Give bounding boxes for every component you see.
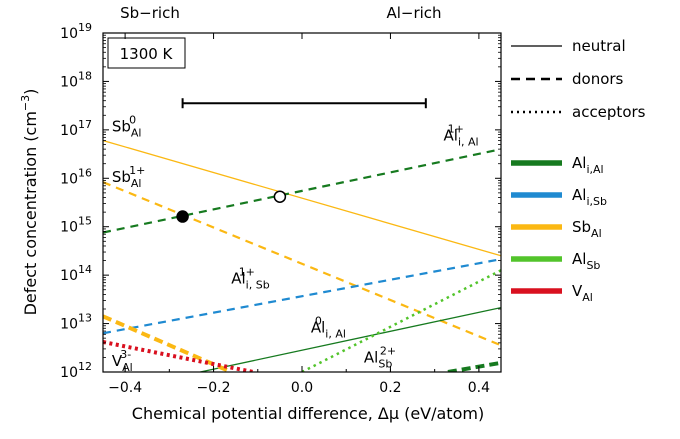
series-label-sub: i, Al xyxy=(325,327,346,340)
series-label-base: Al xyxy=(444,127,458,145)
series-label-sup: 3- xyxy=(120,348,131,361)
y-tick-label: 1017 xyxy=(60,118,92,139)
series-label-sub: Al xyxy=(131,177,142,190)
series-line-5 xyxy=(301,269,501,372)
top-label-sb-rich: Sb−rich xyxy=(120,4,180,22)
series-label-sub: Al xyxy=(131,126,142,139)
filled-marker xyxy=(176,210,189,223)
series-label-base: Sb xyxy=(112,117,131,135)
legend-defect-sub: i,Sb xyxy=(586,195,607,208)
series-label-base: Sb xyxy=(112,168,131,186)
y-tick-base: 10 xyxy=(60,74,78,90)
legend-defect-label-2: SbAl xyxy=(572,218,602,240)
legend-defect-sub: i,Al xyxy=(586,163,603,176)
legend-defect-base: Al xyxy=(572,154,586,172)
series-label-sub: Sb xyxy=(378,357,392,370)
series-label-base: Al xyxy=(231,269,245,287)
legend: neutraldonorsacceptorsAli,AlAli,SbSbAlAl… xyxy=(511,37,646,304)
series-label-sup: 0 xyxy=(129,113,136,126)
series-line-7 xyxy=(103,314,233,372)
series-line-4 xyxy=(200,306,501,372)
series-label-6: VAl3- xyxy=(112,348,133,374)
x-tick-label: 0.2 xyxy=(379,380,401,396)
series-line-3 xyxy=(103,258,501,335)
legend-defect-label-1: Ali,Sb xyxy=(572,186,607,208)
y-tick-base: 10 xyxy=(60,123,78,139)
x-tick-label: −0.4 xyxy=(108,380,142,396)
y-tick-base: 10 xyxy=(60,317,78,333)
series-label-sup: 1+ xyxy=(448,123,464,136)
y-tick-base: 10 xyxy=(60,171,78,187)
temperature-box xyxy=(107,37,186,69)
x-tick-label: 0.4 xyxy=(468,380,490,396)
legend-defect-base: Sb xyxy=(572,218,591,236)
y-tick-exponent: 19 xyxy=(78,21,92,34)
legend-defect-label-3: AlSb xyxy=(572,250,600,272)
legend-style-label-donors: donors xyxy=(572,70,624,88)
y-tick-exponent: 17 xyxy=(78,118,92,131)
series-line-2 xyxy=(103,148,501,234)
y-tick-base: 10 xyxy=(60,268,78,284)
legend-style-label-acceptors: acceptors xyxy=(572,103,646,121)
series-label-sup: 1+ xyxy=(129,164,145,177)
series-label-0: SbAl0 xyxy=(112,113,142,139)
y-tick-exponent: 16 xyxy=(78,166,92,179)
legend-style-label-neutral: neutral xyxy=(572,37,626,55)
series-label-4: Ali, Al0 xyxy=(311,314,346,340)
y-axis-title-close: ) xyxy=(21,89,40,95)
y-tick-exponent: 18 xyxy=(78,69,92,82)
y-tick-label: 1013 xyxy=(60,312,92,333)
y-tick-label: 1014 xyxy=(60,263,92,284)
series-label-sub: i, Al xyxy=(458,136,479,149)
open-marker xyxy=(273,190,287,203)
y-axis-title: Defect concentration (cm−3) xyxy=(19,89,40,316)
y-tick-exponent: 12 xyxy=(78,360,92,373)
series-label-5: AlSb2+ xyxy=(364,344,396,370)
y-tick-label: 1012 xyxy=(60,360,92,381)
legend-defect-base: Al xyxy=(572,250,586,268)
y-tick-label: 1015 xyxy=(60,215,92,236)
y-tick-label: 1016 xyxy=(60,166,92,187)
y-axis-title-main: Defect concentration (cm xyxy=(21,111,40,315)
series-line-1 xyxy=(103,181,501,347)
y-tick-exponent: 15 xyxy=(78,215,92,228)
legend-defect-label-0: Ali,Al xyxy=(572,154,604,176)
y-tick-exponent: 13 xyxy=(78,312,92,325)
temperature-label: 1300 K xyxy=(120,45,174,63)
y-axis-title-unit: −3 xyxy=(19,95,32,111)
x-tick-label: −0.2 xyxy=(197,380,231,396)
y-tick-base: 10 xyxy=(60,220,78,236)
legend-defect-base: Al xyxy=(572,186,586,204)
series-line-0 xyxy=(103,139,501,257)
legend-defect-sub: Al xyxy=(582,291,593,304)
series-label-sub: i, Sb xyxy=(246,278,270,291)
series-label-sub: Al xyxy=(122,361,133,374)
y-tick-base: 10 xyxy=(60,365,78,381)
legend-defect-base: V xyxy=(572,282,583,300)
x-axis-title: Chemical potential difference, Δμ (eV/at… xyxy=(132,404,484,423)
series-label-2: Ali, Al1+ xyxy=(444,123,479,149)
series-label-base: V xyxy=(112,352,123,370)
series-label-base: Al xyxy=(364,348,378,366)
x-tick-label: 0.0 xyxy=(291,380,313,396)
legend-defect-sub: Sb xyxy=(586,259,600,272)
series-label-1: SbAl1+ xyxy=(112,164,145,190)
series-label-base: Al xyxy=(311,318,325,336)
y-tick-label: 1019 xyxy=(60,21,92,42)
axes: −0.4 −0.2 0.0 0.2 0.410121013101410151016101… xyxy=(60,21,501,396)
series-label-sup: 0 xyxy=(315,314,322,327)
y-tick-base: 10 xyxy=(60,26,78,42)
y-tick-exponent: 14 xyxy=(78,263,92,276)
y-tick-label: 1018 xyxy=(60,69,92,90)
top-label-al-rich: Al−rich xyxy=(386,4,441,22)
legend-defect-sub: Al xyxy=(591,227,602,240)
series-label-3: Ali, Sb1+ xyxy=(231,265,269,291)
legend-defect-label-4: VAl xyxy=(572,282,593,304)
series-label-sup: 1+ xyxy=(239,265,255,278)
series-line-6 xyxy=(447,360,501,372)
plot-lines xyxy=(103,139,501,372)
series-label-sup: 2+ xyxy=(380,344,396,357)
